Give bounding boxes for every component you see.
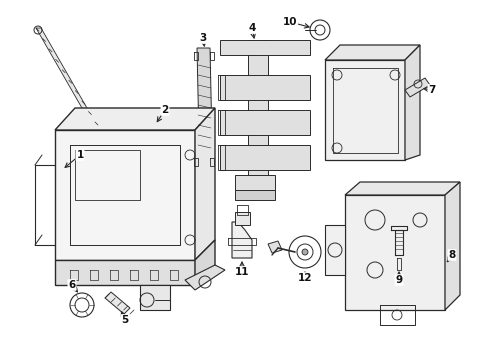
Text: 11: 11	[234, 267, 249, 277]
Polygon shape	[220, 40, 309, 55]
Text: 9: 9	[395, 275, 402, 285]
Polygon shape	[55, 108, 215, 130]
Polygon shape	[235, 190, 274, 200]
Polygon shape	[345, 182, 459, 195]
Polygon shape	[197, 48, 213, 185]
Polygon shape	[267, 241, 282, 253]
Text: 4: 4	[248, 23, 255, 33]
Polygon shape	[404, 78, 429, 97]
Polygon shape	[404, 45, 419, 160]
Polygon shape	[235, 212, 249, 225]
Polygon shape	[325, 225, 345, 275]
Polygon shape	[55, 260, 195, 285]
Polygon shape	[325, 60, 404, 160]
Polygon shape	[140, 285, 170, 310]
Circle shape	[302, 249, 307, 255]
Polygon shape	[325, 45, 419, 60]
Polygon shape	[184, 265, 224, 290]
Polygon shape	[220, 75, 309, 100]
Polygon shape	[231, 222, 251, 258]
Polygon shape	[345, 195, 444, 310]
Polygon shape	[220, 110, 309, 135]
Polygon shape	[195, 240, 215, 285]
Polygon shape	[247, 40, 267, 185]
Polygon shape	[444, 182, 459, 310]
Text: 5: 5	[121, 315, 128, 325]
Polygon shape	[220, 145, 309, 170]
Text: 1: 1	[76, 150, 83, 160]
Text: 8: 8	[447, 250, 455, 260]
Polygon shape	[195, 108, 215, 260]
Polygon shape	[55, 130, 195, 260]
Polygon shape	[105, 292, 130, 314]
Text: 10: 10	[282, 17, 297, 27]
Polygon shape	[235, 175, 274, 190]
Text: 12: 12	[297, 273, 312, 283]
Text: 7: 7	[427, 85, 435, 95]
Text: 6: 6	[68, 280, 76, 290]
Text: 2: 2	[161, 105, 168, 115]
Polygon shape	[36, 28, 95, 122]
Text: 3: 3	[199, 33, 206, 43]
